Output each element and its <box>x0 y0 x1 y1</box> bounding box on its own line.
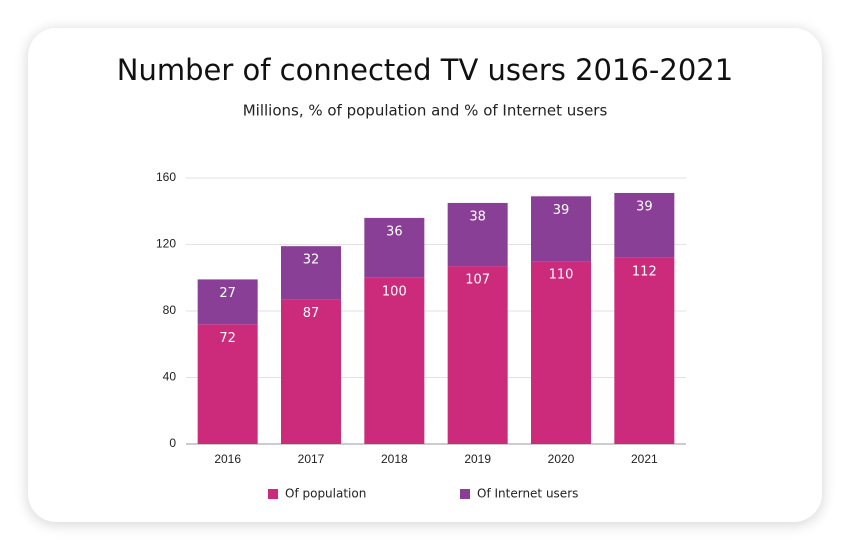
x-tick-label: 2018 <box>381 452 408 466</box>
legend-swatch <box>460 489 470 499</box>
data-label: 110 <box>549 268 574 283</box>
bar-segment <box>281 246 341 300</box>
y-tick-label: 80 <box>163 303 177 317</box>
data-label: 36 <box>386 224 403 239</box>
data-label: 72 <box>219 331 236 346</box>
data-label: 39 <box>553 203 570 218</box>
legend-label: Of Internet users <box>477 487 578 501</box>
data-label: 32 <box>303 253 320 268</box>
y-tick-label: 120 <box>156 237 176 251</box>
bar-segment <box>614 257 675 444</box>
bar-segment <box>197 279 258 325</box>
y-tick-label: 160 <box>156 170 176 184</box>
data-label: 87 <box>303 306 320 321</box>
chart-subtitle: Millions, % of population and % of Inter… <box>243 102 608 120</box>
y-tick-label: 40 <box>163 370 177 384</box>
data-label: 39 <box>636 199 653 214</box>
bar-segment <box>447 202 508 267</box>
bar-segment <box>364 277 425 444</box>
data-label: 107 <box>465 273 490 288</box>
legend-label: Of population <box>285 487 366 501</box>
bar-segment <box>197 324 258 444</box>
bar-segment <box>447 266 508 444</box>
legend-swatch <box>268 489 278 499</box>
bar-segment <box>531 196 591 262</box>
bar-segment <box>531 261 591 444</box>
data-label: 27 <box>219 286 236 301</box>
x-tick-label: 2019 <box>464 452 491 466</box>
chart-title: Number of connected TV users 2016-2021 <box>117 53 733 87</box>
y-tick-label: 0 <box>169 436 176 450</box>
data-label: 112 <box>632 264 657 279</box>
data-label: 100 <box>382 284 407 299</box>
bar-segment <box>364 217 425 278</box>
x-tick-label: 2021 <box>631 452 658 466</box>
bar-segment <box>614 192 675 258</box>
bar-segment <box>281 299 341 444</box>
x-tick-label: 2020 <box>548 452 575 466</box>
x-tick-label: 2016 <box>214 452 241 466</box>
x-tick-label: 2017 <box>298 452 325 466</box>
data-label: 38 <box>469 209 486 224</box>
card <box>28 28 822 522</box>
